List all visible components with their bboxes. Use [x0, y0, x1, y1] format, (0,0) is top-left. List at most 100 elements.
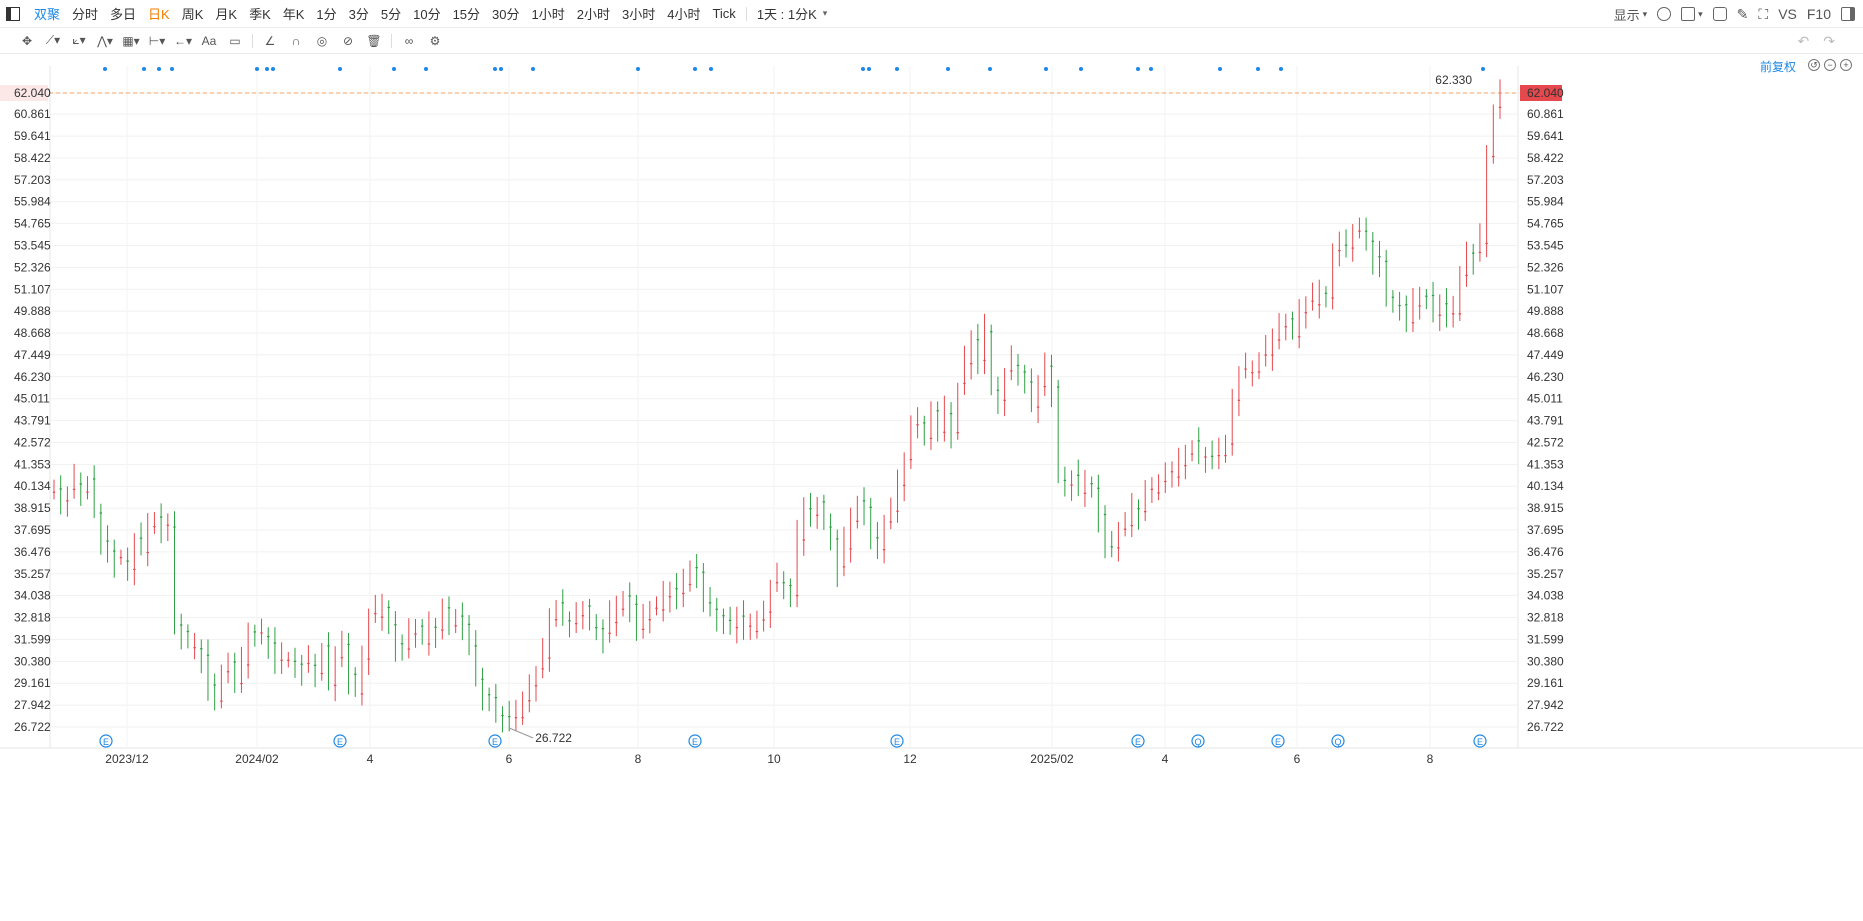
tab-9[interactable]: 3分	[348, 7, 369, 22]
tab-11[interactable]: 10分	[413, 7, 441, 22]
tab-14[interactable]: 1小时	[531, 7, 565, 22]
y-tick-label-right: 29.161	[1527, 676, 1564, 690]
dividend-dot	[493, 67, 497, 71]
kline-candle	[1271, 328, 1274, 371]
y-tick-label-left: 51.107	[14, 282, 51, 296]
kline-candle	[802, 497, 805, 556]
kline-candle	[226, 652, 230, 684]
zoom-in-icon[interactable]: +	[1840, 59, 1852, 71]
zoom-out-icon[interactable]: −	[1824, 59, 1836, 71]
line-tool-icon[interactable]: ⟋▾	[45, 33, 61, 47]
x-tick-label: 6	[1294, 752, 1301, 766]
camera-icon[interactable]	[1712, 7, 1727, 21]
kline-candle	[1398, 291, 1401, 321]
dividend-dot	[693, 67, 697, 71]
kline-candle	[1197, 427, 1200, 465]
kline-candle	[608, 600, 611, 643]
period-select[interactable]: 1天 : 1分K	[756, 7, 817, 22]
dividend-dot	[1256, 67, 1260, 71]
kline-candle	[635, 594, 638, 641]
pencil-icon[interactable]: ✎	[1736, 5, 1749, 22]
kline-candle	[1451, 295, 1455, 328]
tab-13[interactable]: 30分	[492, 7, 520, 22]
f10-button[interactable]: F10	[1806, 6, 1831, 22]
vs-button[interactable]: VS	[1778, 6, 1797, 22]
tab-17[interactable]: 4小时	[667, 7, 701, 22]
tab-8[interactable]: 1分	[316, 7, 337, 22]
kline-candle	[260, 618, 263, 645]
magnet-icon[interactable]: ∩	[291, 33, 301, 48]
kline-candle	[976, 323, 980, 375]
kline-candle	[568, 611, 571, 638]
chevron-down-icon: ▾	[1698, 8, 1703, 19]
display-menu[interactable]: 显示 ▾	[1614, 5, 1648, 24]
dividend-dot	[867, 67, 871, 71]
angle-icon[interactable]: ∠	[264, 33, 276, 48]
kline-candle	[869, 497, 872, 550]
kline-candle	[969, 330, 973, 380]
kline-candle	[943, 395, 946, 442]
layout-menu[interactable]: ▾	[1681, 7, 1703, 21]
kline-candle	[1291, 311, 1294, 340]
trash-icon[interactable]: 🗑	[366, 33, 382, 48]
kline-candle	[682, 568, 685, 608]
kline-candle	[1023, 364, 1026, 394]
tab-6[interactable]: 季K	[249, 7, 271, 22]
y-tick-label-left: 37.695	[14, 523, 51, 537]
tab-3[interactable]: 日K	[148, 7, 170, 22]
link-icon[interactable]: ∞	[404, 33, 414, 48]
dividend-dot	[1149, 67, 1153, 71]
fib-tool-icon[interactable]: ▦▾	[122, 33, 140, 48]
kline-candle	[1157, 474, 1160, 501]
adjust-label[interactable]: 前复权	[1760, 60, 1797, 74]
settings-icon[interactable]	[1657, 7, 1672, 21]
y-tick-label-right: 42.572	[1527, 435, 1564, 449]
tab-12[interactable]: 15分	[452, 7, 481, 22]
hide-icon[interactable]: ⊘	[342, 33, 354, 48]
display-label: 显示	[1613, 7, 1640, 23]
tab-7[interactable]: 年K	[282, 7, 305, 22]
kline-candle	[1083, 469, 1087, 507]
tab-10[interactable]: 5分	[380, 7, 402, 22]
channel-tool-icon[interactable]: ⟀▾	[72, 33, 86, 47]
panel-toggle-icon[interactable]	[1841, 7, 1855, 21]
reset-icon[interactable]: ↺	[1808, 59, 1820, 71]
dividend-dot	[170, 67, 174, 71]
tab-5[interactable]: 月K	[215, 7, 238, 22]
wave-tool-icon[interactable]: ⋀▾	[97, 33, 113, 48]
kline-candle	[702, 562, 705, 613]
tab-1[interactable]: 分时	[72, 7, 99, 22]
last-price-label-right: 62.040	[1527, 86, 1564, 100]
fullscreen-icon[interactable]: ⛶	[1758, 5, 1769, 22]
kline-candle	[1070, 470, 1073, 501]
measure-tool-icon[interactable]: ⊢▾	[148, 33, 166, 48]
lock-icon[interactable]: ◎	[316, 33, 328, 48]
tab-18[interactable]: Tick	[712, 6, 736, 21]
comment-icon[interactable]: ▭	[229, 33, 241, 48]
tab-4[interactable]: 周K	[181, 7, 204, 22]
undo-redo-icon[interactable]: ↶↷	[1797, 33, 1849, 49]
kline-candle	[769, 579, 772, 628]
kline-candle	[554, 599, 558, 627]
kline-candle	[273, 627, 277, 674]
tab-16[interactable]: 3小时	[621, 7, 656, 22]
kline-candle	[1297, 299, 1301, 349]
tab-15[interactable]: 2小时	[576, 7, 610, 22]
kline-candle	[1164, 462, 1167, 493]
sidebar-toggle-icon[interactable]	[6, 6, 20, 21]
kline-candle	[1465, 241, 1468, 287]
arrow-tool-icon[interactable]: ←▾	[173, 33, 193, 48]
y-tick-label-left: 47.449	[14, 348, 51, 362]
kline-candle	[347, 632, 350, 695]
tab-2[interactable]: 多日	[110, 7, 137, 22]
kline-candle	[1324, 286, 1328, 308]
settings-icon[interactable]: ⚙	[429, 33, 441, 48]
text-tool-icon[interactable]: Aa	[201, 33, 217, 48]
kline-candle	[179, 613, 183, 650]
event-marker-label: E	[1275, 737, 1281, 747]
y-tick-label-right: 45.011	[1527, 392, 1563, 406]
move-icon[interactable]: ✥	[21, 33, 33, 48]
kline-candle	[354, 667, 357, 697]
tab-0[interactable]: 双聚	[34, 7, 61, 22]
